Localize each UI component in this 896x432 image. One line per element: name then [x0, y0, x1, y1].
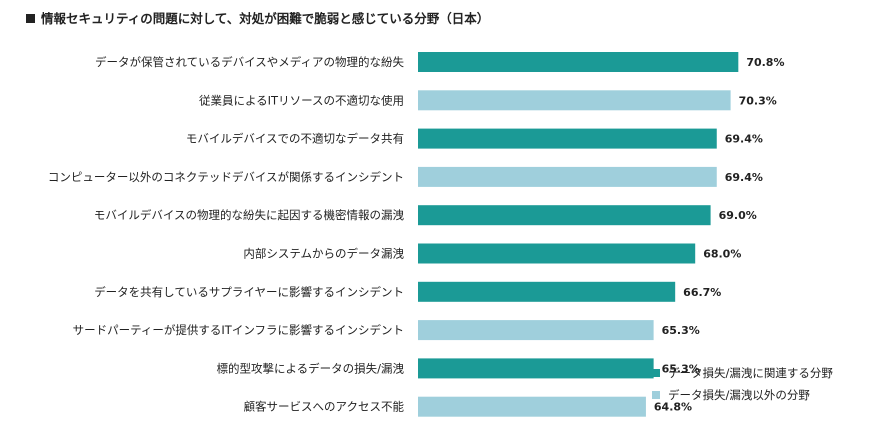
category-label: 標的型攻撃によるデータの損失/漏洩 [216, 361, 404, 375]
bar [418, 243, 696, 264]
category-label: 顧客サービスへのアクセス不能 [244, 400, 405, 414]
category-label: サードパーティーが提供するITインフラに影響するインシデント [73, 323, 404, 337]
category-label: データが保管されているデバイスやメディアの物理的な紛失 [95, 55, 405, 69]
bar [418, 52, 739, 72]
value-label: 69.0% [719, 209, 757, 222]
value-label: 65.3% [662, 324, 700, 337]
bar [418, 281, 676, 302]
bar [418, 166, 717, 187]
bar [418, 358, 654, 379]
bar [418, 128, 717, 149]
category-label: 従業員によるITリソースの不適切な使用 [199, 93, 404, 107]
category-label: コンピューター以外のコネクテッドデバイスが関係するインシデント [48, 170, 404, 184]
value-label: 70.8% [746, 56, 784, 69]
category-label: モバイルデバイスの物理的な紛失に起因する機密情報の漏洩 [94, 208, 405, 222]
bar [418, 320, 654, 341]
chart-title: 情報セキュリティの問題に対して、対処が困難で脆弱と感じている分野（日本） [26, 8, 489, 27]
legend-swatch-other [652, 391, 660, 399]
legend-swatch-related [652, 369, 660, 377]
bar [418, 396, 646, 417]
legend-item-related: データ損失/漏洩に関連する分野 [652, 362, 833, 384]
category-label: 内部システムからのデータ漏洩 [243, 247, 404, 261]
category-label: モバイルデバイスでの不適切なデータ共有 [186, 132, 404, 146]
value-label: 69.4% [725, 133, 763, 146]
value-label: 69.4% [725, 171, 763, 184]
legend: データ損失/漏洩に関連する分野 データ損失/漏洩以外の分野 [652, 362, 833, 406]
value-label: 64.8% [654, 401, 692, 414]
value-label: 65.3% [662, 362, 700, 375]
legend-item-other: データ損失/漏洩以外の分野 [652, 384, 833, 406]
title-square-icon [26, 14, 35, 23]
bar [418, 205, 711, 226]
chart-title-text: 情報セキュリティの問題に対して、対処が困難で脆弱と感じている分野（日本） [41, 11, 490, 26]
value-label: 68.0% [703, 248, 741, 261]
legend-label-related: データ損失/漏洩に関連する分野 [668, 366, 833, 380]
value-label: 66.7% [683, 286, 721, 299]
legend-label-other: データ損失/漏洩以外の分野 [668, 388, 810, 402]
value-label: 70.3% [739, 94, 777, 107]
bar [418, 90, 731, 111]
category-label: データを共有しているサプライヤーに影響するインシデント [94, 285, 404, 299]
